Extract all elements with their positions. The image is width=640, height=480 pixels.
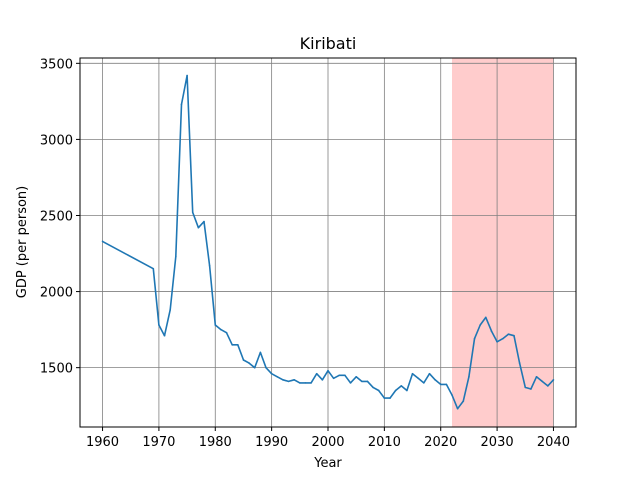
data-point bbox=[434, 379, 436, 381]
x-tick-label: 1990 bbox=[255, 435, 288, 450]
data-point bbox=[208, 264, 211, 267]
data-point bbox=[163, 334, 166, 337]
data-point bbox=[231, 344, 233, 346]
data-point bbox=[355, 375, 357, 378]
data-point bbox=[535, 375, 538, 378]
data-point bbox=[287, 380, 290, 383]
data-point bbox=[462, 400, 465, 402]
x-tick-label: 2040 bbox=[537, 435, 570, 450]
data-point bbox=[248, 362, 250, 364]
line-layer bbox=[101, 74, 555, 410]
data-point bbox=[389, 397, 391, 399]
data-point bbox=[513, 334, 515, 337]
data-point bbox=[541, 380, 543, 383]
grid-layer bbox=[80, 58, 576, 427]
data-point bbox=[293, 379, 295, 381]
data-point bbox=[468, 375, 470, 378]
data-point bbox=[186, 74, 188, 77]
data-point bbox=[485, 316, 487, 319]
data-point bbox=[524, 386, 527, 389]
tick-layer: 1960 1970 1980 1990 2000 2010 2020 2030 2040 1500… bbox=[40, 57, 570, 450]
data-point bbox=[344, 374, 346, 377]
y-tick-label: 2000 bbox=[40, 286, 73, 301]
data-point bbox=[242, 359, 245, 361]
data-point bbox=[101, 240, 104, 243]
data-point bbox=[366, 380, 369, 383]
data-point bbox=[304, 382, 307, 384]
data-point bbox=[518, 362, 521, 364]
data-point bbox=[547, 385, 549, 387]
y-tick-label: 2500 bbox=[40, 209, 73, 224]
data-point bbox=[473, 337, 476, 340]
data-point bbox=[214, 324, 217, 326]
data-point bbox=[175, 255, 177, 258]
data-point bbox=[203, 220, 205, 223]
y-axis-title: GDP (per person) bbox=[15, 186, 30, 299]
data-point bbox=[417, 377, 419, 380]
y-tick-label: 3000 bbox=[40, 133, 73, 148]
x-tick-label: 2010 bbox=[368, 435, 401, 450]
data-point bbox=[197, 226, 200, 229]
data-point bbox=[361, 380, 363, 383]
data-point bbox=[338, 374, 341, 377]
data-point bbox=[507, 333, 510, 335]
data-point bbox=[332, 377, 335, 380]
data-point bbox=[315, 372, 318, 375]
data-point bbox=[225, 331, 228, 334]
data-point bbox=[321, 379, 324, 381]
data-point bbox=[276, 375, 279, 378]
data-point bbox=[180, 103, 183, 106]
data-point bbox=[282, 379, 284, 381]
data-point bbox=[400, 385, 403, 387]
data-point bbox=[394, 389, 397, 392]
data-point bbox=[496, 340, 498, 343]
data-point bbox=[552, 379, 555, 381]
data-point bbox=[220, 328, 222, 331]
chart-title: Kiribati bbox=[300, 34, 357, 53]
data-point bbox=[265, 366, 267, 369]
y-tick-label: 1500 bbox=[40, 362, 73, 377]
data-point bbox=[501, 337, 504, 340]
data-point bbox=[451, 394, 453, 396]
x-tick-label: 2030 bbox=[481, 435, 514, 450]
data-point bbox=[158, 324, 160, 326]
data-point bbox=[310, 382, 312, 384]
highlight-layer bbox=[452, 58, 554, 427]
data-point bbox=[237, 344, 239, 346]
data-point bbox=[299, 382, 301, 384]
data-point bbox=[377, 389, 380, 392]
data-point bbox=[456, 407, 459, 410]
data-point bbox=[270, 372, 273, 375]
x-tick-label: 2000 bbox=[311, 435, 344, 450]
x-axis-title: Year bbox=[313, 456, 342, 471]
x-tick-label: 2020 bbox=[424, 435, 457, 450]
data-point bbox=[445, 383, 448, 386]
data-point bbox=[530, 388, 532, 390]
data-point bbox=[327, 369, 329, 372]
data-point bbox=[479, 324, 481, 326]
data-point bbox=[423, 382, 425, 384]
data-point bbox=[406, 389, 408, 392]
x-tick-label: 1960 bbox=[86, 435, 119, 450]
data-point bbox=[191, 211, 194, 214]
data-point bbox=[169, 309, 171, 311]
data-point bbox=[372, 386, 374, 389]
data-point bbox=[259, 351, 262, 354]
data-point bbox=[439, 383, 442, 386]
y-tick-label: 3500 bbox=[40, 57, 73, 72]
data-point bbox=[152, 267, 155, 270]
data-point bbox=[411, 372, 414, 375]
data-point bbox=[490, 330, 493, 332]
data-point bbox=[428, 372, 431, 375]
x-tick-label: 1980 bbox=[199, 435, 232, 450]
data-point bbox=[349, 382, 352, 384]
forecast-highlight-band bbox=[452, 58, 554, 427]
data-point bbox=[253, 366, 256, 369]
data-point bbox=[383, 397, 386, 399]
x-tick-label: 1970 bbox=[142, 435, 175, 450]
